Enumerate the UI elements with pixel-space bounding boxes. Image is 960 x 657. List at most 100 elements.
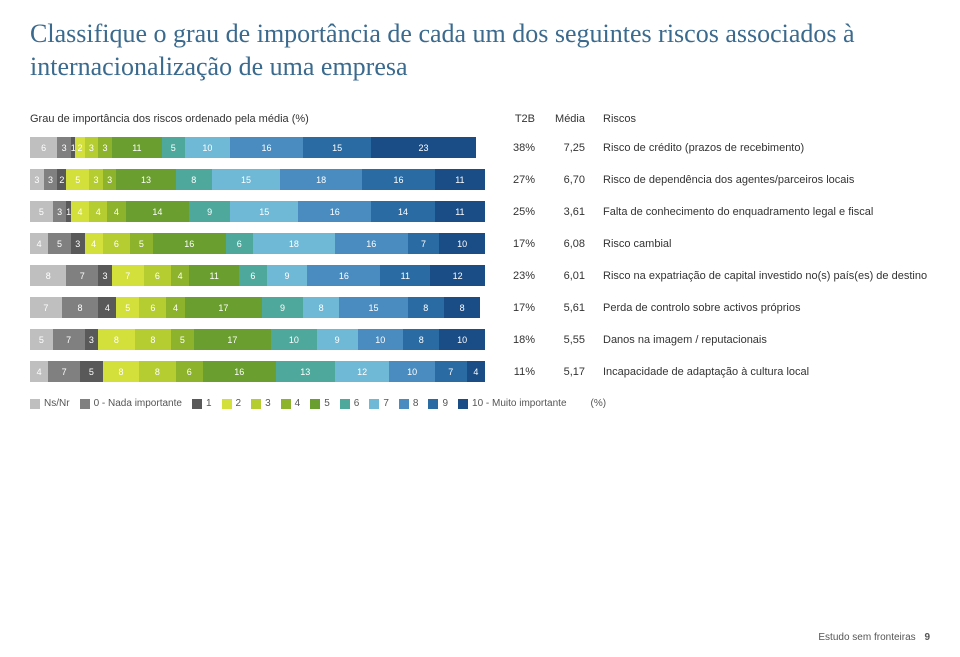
bar-segment: 16 bbox=[362, 169, 435, 190]
legend-swatch bbox=[428, 399, 438, 409]
chart-rows: 6312331151016152338%7,25Risco de crédito… bbox=[30, 137, 930, 382]
legend-label: 9 bbox=[442, 398, 448, 409]
media-value: 6,01 bbox=[535, 270, 585, 282]
bar-segment: 7 bbox=[435, 361, 467, 382]
media-value: 6,70 bbox=[535, 174, 585, 186]
media-value: 6,08 bbox=[535, 238, 585, 250]
legend-label: 10 - Muito importante bbox=[472, 398, 567, 409]
bar-segment: 4 bbox=[171, 265, 189, 286]
risk-label: Risco cambial bbox=[585, 238, 930, 250]
chart-row: 7845641798158817%5,61Perda de controlo s… bbox=[30, 297, 930, 318]
footer-text: Estudo sem fronteiras bbox=[818, 632, 915, 643]
media-value: 3,61 bbox=[535, 206, 585, 218]
chart-row: 3325331381518161127%6,70Risco de dependê… bbox=[30, 169, 930, 190]
bar-segment: 8 bbox=[103, 361, 139, 382]
legend-label: 0 - Nada importante bbox=[94, 398, 182, 409]
bar-segment: 14 bbox=[371, 201, 435, 222]
legend-swatch bbox=[251, 399, 261, 409]
risk-label: Danos na imagem / reputacionais bbox=[585, 334, 930, 346]
bar-segment: 6 bbox=[176, 361, 203, 382]
risk-label: Risco de dependência dos agentes/parceir… bbox=[585, 174, 930, 186]
bar-segment: 13 bbox=[276, 361, 335, 382]
t2b-value: 27% bbox=[485, 174, 535, 186]
bar-segment: 16 bbox=[298, 201, 371, 222]
bar-segment: 7 bbox=[30, 297, 62, 318]
bar-segment: 15 bbox=[230, 201, 298, 222]
bar-segment: 7 bbox=[48, 361, 80, 382]
bar-segment: 6 bbox=[144, 265, 171, 286]
bar-segment: 10 bbox=[389, 361, 435, 382]
bar-segment: 12 bbox=[430, 265, 485, 286]
footer-page: 9 bbox=[924, 632, 930, 643]
bar-segment: 9 bbox=[189, 201, 230, 222]
risk-label: Perda de controlo sobre activos próprios bbox=[585, 302, 930, 314]
legend-item: 8 bbox=[399, 398, 419, 409]
bar-segment: 2 bbox=[75, 137, 84, 158]
legend-label: 3 bbox=[265, 398, 271, 409]
bar-segment: 8 bbox=[62, 297, 98, 318]
bar-segment: 16 bbox=[153, 233, 226, 254]
chart-row: 453465166181671017%6,08Risco cambial bbox=[30, 233, 930, 254]
chart-row: 873764116916111223%6,01Risco na expatria… bbox=[30, 265, 930, 286]
stacked-bar: 5738851710910810 bbox=[30, 329, 485, 350]
bar-segment: 18 bbox=[253, 233, 335, 254]
bar-segment: 12 bbox=[335, 361, 390, 382]
bar-segment: 5 bbox=[162, 137, 185, 158]
bar-segment: 3 bbox=[71, 233, 85, 254]
bar-segment: 16 bbox=[203, 361, 276, 382]
legend-item: 6 bbox=[340, 398, 360, 409]
bar-segment: 4 bbox=[107, 201, 125, 222]
media-value: 5,55 bbox=[535, 334, 585, 346]
legend-label: 5 bbox=[324, 398, 330, 409]
risk-label: Incapacidade de adaptação à cultura loca… bbox=[585, 366, 930, 378]
stacked-bar: 8737641169161112 bbox=[30, 265, 485, 286]
bar-segment: 4 bbox=[71, 201, 89, 222]
legend-label: 2 bbox=[236, 398, 242, 409]
stacked-bar: 4758861613121074 bbox=[30, 361, 485, 382]
legend-item: 4 bbox=[281, 398, 301, 409]
legend-swatch bbox=[310, 399, 320, 409]
media-value: 5,61 bbox=[535, 302, 585, 314]
bar-segment: 15 bbox=[339, 297, 407, 318]
bar-segment: 6 bbox=[139, 297, 166, 318]
bar-segment: 5 bbox=[30, 201, 53, 222]
bar-segment: 11 bbox=[435, 201, 485, 222]
bar-segment: 7 bbox=[53, 329, 85, 350]
legend-item: Ns/Nr bbox=[30, 398, 70, 409]
bar-segment: 3 bbox=[57, 137, 71, 158]
bar-segment: 6 bbox=[239, 265, 266, 286]
legend-item: 2 bbox=[222, 398, 242, 409]
bar-segment: 3 bbox=[103, 169, 117, 190]
legend-swatch bbox=[30, 399, 40, 409]
bar-segment: 4 bbox=[89, 201, 107, 222]
legend-swatch bbox=[369, 399, 379, 409]
footer: Estudo sem fronteiras 9 bbox=[818, 632, 930, 643]
bar-segment: 8 bbox=[408, 297, 444, 318]
bar-segment: 6 bbox=[103, 233, 130, 254]
legend-suffix: (%) bbox=[591, 398, 607, 409]
chart-row: 5314441491516141125%3,61Falta de conheci… bbox=[30, 201, 930, 222]
stacked-bar: 63123311510161523 bbox=[30, 137, 485, 158]
header-left: Grau de importância dos riscos ordenado … bbox=[30, 113, 485, 125]
header-riscos: Riscos bbox=[585, 113, 930, 125]
bar-segment: 4 bbox=[85, 233, 103, 254]
bar-segment: 8 bbox=[30, 265, 66, 286]
bar-segment: 16 bbox=[307, 265, 380, 286]
bar-segment: 10 bbox=[439, 233, 485, 254]
chart-row: 475886161312107411%5,17Incapacidade de a… bbox=[30, 361, 930, 382]
bar-segment: 14 bbox=[126, 201, 190, 222]
bar-segment: 7 bbox=[66, 265, 98, 286]
bar-segment: 11 bbox=[112, 137, 162, 158]
bar-segment: 4 bbox=[30, 233, 48, 254]
bar-segment: 5 bbox=[30, 329, 53, 350]
legend-label: 7 bbox=[383, 398, 389, 409]
bar-segment: 11 bbox=[380, 265, 430, 286]
bar-segment: 9 bbox=[317, 329, 358, 350]
bar-segment: 3 bbox=[44, 169, 58, 190]
risk-label: Risco de crédito (prazos de recebimento) bbox=[585, 142, 930, 154]
legend-item: 10 - Muito importante bbox=[458, 398, 567, 409]
t2b-value: 25% bbox=[485, 206, 535, 218]
bar-segment: 13 bbox=[116, 169, 175, 190]
bar-segment: 7 bbox=[112, 265, 144, 286]
bar-segment: 5 bbox=[66, 169, 89, 190]
